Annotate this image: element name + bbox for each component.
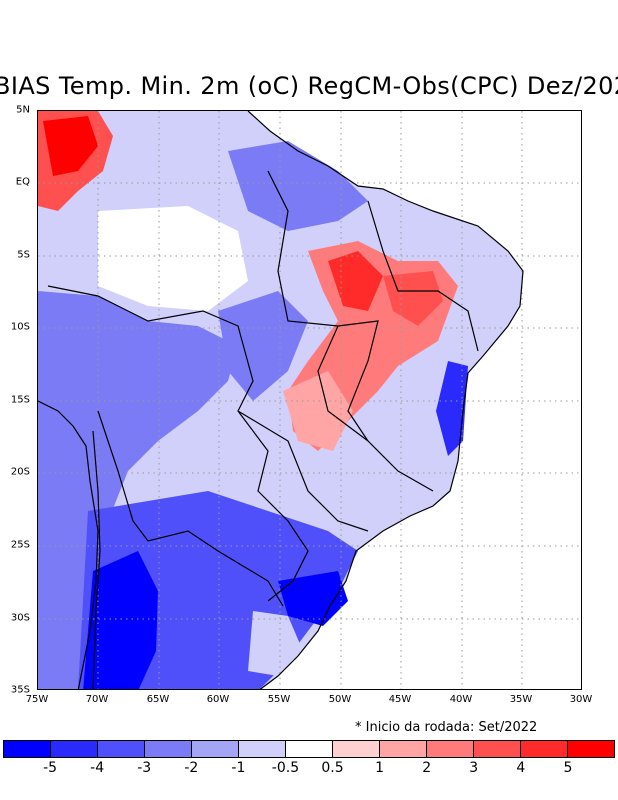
colorbar-swatch xyxy=(521,741,568,757)
colorbar-tick-label: -3 xyxy=(137,760,152,776)
colorbar-tick-label: -5 xyxy=(43,760,58,776)
colorbar-swatch xyxy=(192,741,239,757)
lon-label-40w: 40W xyxy=(449,694,473,705)
coastline xyxy=(247,111,524,689)
colorbar-swatch xyxy=(98,741,145,757)
lon-label-35w: 35W xyxy=(509,694,533,705)
colorbar-swatch xyxy=(239,741,286,757)
lon-label-60w: 60W xyxy=(206,694,230,705)
red-core-central-north xyxy=(328,251,383,311)
lon-label-45w: 45W xyxy=(388,694,412,705)
colorbar-swatch xyxy=(333,741,380,757)
red-core-northwest xyxy=(43,116,98,176)
argentina-border xyxy=(97,410,284,607)
lat-label-eq: EQ xyxy=(15,176,30,188)
deep-blue-rs xyxy=(278,571,348,626)
lat-label-5n: 5N xyxy=(16,104,30,116)
colorbar-tick-label: 0.5 xyxy=(321,760,344,776)
red-core-northeast xyxy=(383,271,443,326)
colorbar xyxy=(3,740,615,758)
chile-border xyxy=(92,430,101,689)
lon-label-75w: 75W xyxy=(25,694,49,705)
state-borders-3 xyxy=(317,325,434,492)
colorbar-swatch xyxy=(474,741,521,757)
run-start-note: * Inicio da rodada: Set/2022 xyxy=(355,720,538,735)
colorbar-tick-label: -0.5 xyxy=(271,760,300,776)
blue-region-north xyxy=(228,141,368,231)
colorbar-tick-label: -2 xyxy=(184,760,199,776)
pink-region-goias xyxy=(283,371,353,451)
lon-label-55w: 55W xyxy=(267,694,291,705)
deep-blue-argentina xyxy=(83,551,158,689)
lon-label-70w: 70W xyxy=(85,694,109,705)
map-title: BIAS Temp. Min. 2m (oC) RegCM-Obs(CPC) D… xyxy=(0,72,618,100)
colorbar-swatch xyxy=(568,741,614,757)
lon-label-65w: 65W xyxy=(146,694,170,705)
lon-label-30w: 30W xyxy=(569,694,593,705)
lat-label-35s: 35S xyxy=(10,684,30,696)
map-panel xyxy=(37,110,582,690)
lat-label-15s: 15S xyxy=(10,394,30,406)
colorbar-tick-label: 4 xyxy=(516,760,526,776)
lon-label-50w: 50W xyxy=(328,694,352,705)
colorbar-tick-label: 5 xyxy=(563,760,573,776)
lat-label-20s: 20S xyxy=(10,466,30,478)
colorbar-swatch xyxy=(4,741,51,757)
blue-region-coast xyxy=(436,361,468,456)
white-region-amazon xyxy=(98,206,248,311)
colorbar-swatch xyxy=(286,741,333,757)
colorbar-tick-label: -4 xyxy=(90,760,105,776)
lat-label-5s: 5S xyxy=(17,249,30,261)
bias-field-map xyxy=(38,111,581,689)
lat-label-10s: 10S xyxy=(10,321,30,333)
state-borders-2 xyxy=(367,200,479,352)
state-borders-4 xyxy=(237,410,369,532)
colorbar-tick-label: 2 xyxy=(422,760,432,776)
lat-label-25s: 25S xyxy=(10,539,30,551)
lat-label-30s: 30S xyxy=(10,612,30,624)
colorbar-tick-label: 1 xyxy=(375,760,385,776)
white-region-south xyxy=(248,611,303,676)
political-borders xyxy=(38,111,524,689)
blue-region-central xyxy=(218,291,308,401)
colorbar-swatch xyxy=(427,741,474,757)
colorbar-swatch xyxy=(380,741,427,757)
colorbar-swatch xyxy=(51,741,98,757)
colorbar-tick-label: -1 xyxy=(231,760,246,776)
colorbar-tick-label: 3 xyxy=(469,760,479,776)
colorbar-swatch xyxy=(145,741,192,757)
pacific-coast xyxy=(38,400,99,689)
